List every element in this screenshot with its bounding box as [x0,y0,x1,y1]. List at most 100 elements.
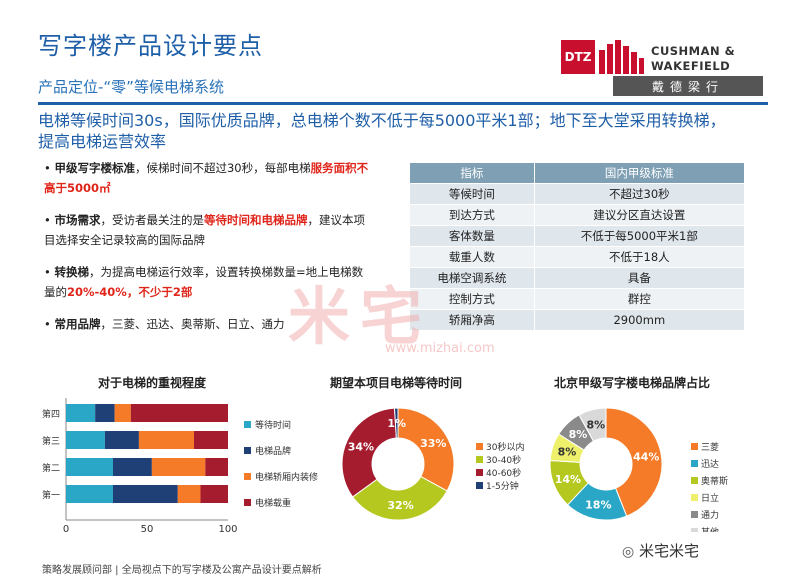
donut-slice [341,407,397,498]
company-logo: DTZ CUSHMAN & WAKEFIELD 戴德梁行 [561,40,763,96]
table-cell: 群控 [533,288,746,310]
footer-brand: ◎ 米宅米宅 [622,540,699,561]
legend-label: 奥蒂斯 [701,475,728,487]
bar-segment [205,458,228,476]
chart-title: 北京甲级写字楼电梯品牌占比 [554,376,711,390]
legend-label: 1-5分钟 [486,480,519,492]
table-cell: 不低于每5000平米1部 [533,225,746,247]
donut-slice [351,475,448,521]
bullet-key: 常用品牌 [54,317,101,331]
legend-label: 电梯轿厢内装修 [255,471,318,483]
cw-logo-line2: WAKEFIELD [651,59,731,73]
table-row: 轿厢净高 2900mm [409,309,746,331]
table-cell: 不超过30秒 [533,183,746,205]
y-tick-label: 第四 [42,408,60,420]
watermark: 米宅 [288,280,433,353]
table-cell: 2900mm [533,309,746,331]
bullet-text: ，候梯时间不超过30秒，每部电梯 [134,161,311,175]
bar-segment [130,404,228,422]
bar-segment [66,431,105,449]
cw-logo-line1: CUSHMAN & [651,44,736,58]
bar-segment [114,404,131,422]
bullet-highlight: 20%-40%，不少于2部 [67,285,193,299]
chart-title: 对于电梯的重视程度 [98,376,207,390]
legend-swatch [691,494,698,501]
bar-segment [112,458,152,476]
slice-value-label: 32% [387,499,413,512]
legend-swatch [476,469,483,476]
table-cell: 等候时间 [409,183,535,205]
table-cell: 建议分区直达设置 [533,204,746,226]
title-divider [38,102,768,105]
slice-value-label: 33% [420,437,446,450]
x-tick-label: 100 [218,524,237,535]
legend-swatch [244,473,251,480]
table-row: 载重人数 不低于18人 [409,246,746,268]
bullet-text: ，三菱、迅达、奥蒂斯、日立、通力 [100,317,285,331]
table-row: 等候时间 不超过30秒 [409,183,746,205]
legend-swatch [476,456,483,463]
spec-table: 指标 国内甲级标准 等候时间 不超过30秒 到达方式 建议分区直达设置 客体数量 不低… [409,162,746,331]
legend-label: 30-40秒 [486,454,521,466]
cn-logo: 戴德梁行 [613,76,763,96]
slice-value-label: 34% [348,441,374,454]
bar-segment [200,485,228,503]
table-row: 客体数量 不低于每5000平米1部 [409,225,746,247]
donut-slice [397,407,455,492]
building-logo-icon [599,40,644,74]
legend-swatch [691,477,698,484]
bullet-highlight: 服务面积不高于5000㎡ [44,161,369,195]
table-row: 到达方式 建议分区直达设置 [409,204,746,226]
legend-swatch [244,421,251,428]
legend-label: 日立 [701,492,719,504]
bullet-item: • 常用品牌，三菱、迅达、奥蒂斯、日立、通力 [44,317,285,331]
bar-segment [177,485,201,503]
bullet-text: ，受访者最关注的是 [100,213,204,227]
legend-swatch [476,443,483,450]
bullet-key: 甲级写字楼标准 [54,161,135,175]
slice-value-label: 8% [586,418,605,431]
table-header-row: 指标 国内甲级标准 [409,162,746,184]
bar-segment [193,431,228,449]
table-header: 国内甲级标准 [533,162,746,184]
headline: 电梯等候时间30s，国际优质品牌，总电梯个数不低于每5000平米1部；地下至大堂… [38,111,726,151]
legend-swatch [476,482,483,489]
bar-segment [151,458,206,476]
legend-label: 等待时间 [255,419,291,431]
bullet-item: • 市场需求，受访者最关注的是等待时间和电梯品牌，建议本项目选择安全记录较高的国… [44,213,365,247]
bar-segment [112,485,178,503]
watermark-url: www.mizhai.com [385,341,495,356]
bar-segment [104,431,139,449]
legend-label: 三菱 [701,441,719,453]
legend-label: 30秒以内 [486,441,524,453]
legend-label: 迅达 [701,458,719,470]
legend-swatch [691,460,698,467]
y-tick-label: 第三 [42,435,60,447]
donut-slice [578,407,607,442]
bar-segment [66,404,96,422]
donut-slice [393,407,399,439]
table-cell: 不低于18人 [533,246,746,268]
table-cell: 具备 [533,267,746,289]
footer-brand-label: 米宅米宅 [639,542,700,560]
table-row: 控制方式 群控 [409,288,746,310]
donut-chart-brands: 44%18%14%8%8%8%三菱迅达奥蒂斯日立通力其他 [549,407,728,532]
legend-label: 通力 [701,509,719,521]
bar-segment [66,458,113,476]
bar-segment [138,431,194,449]
bullet-text: ，为提高电梯运行效率，设置转换梯数量=地上电梯数量的 [44,265,364,299]
table-cell: 轿厢净高 [409,309,535,331]
legend-swatch [244,499,251,506]
legend-swatch [691,528,698,532]
bullet-item: • 转换梯，为提高电梯运行效率，设置转换梯数量=地上电梯数量的20%-40%，不… [44,265,364,299]
bullet-item: • 甲级写字楼标准，候梯时间不超过30秒，每部电梯服务面积不高于5000㎡ [44,161,369,195]
slice-value-label: 8% [569,428,588,441]
bullet-key: 市场需求 [54,213,101,227]
donut-slice [605,407,663,517]
bullet-list: • 甲级写字楼标准，候梯时间不超过30秒，每部电梯服务面积不高于5000㎡ • … [44,158,369,346]
slice-value-label: 18% [585,498,611,511]
slice-value-label: 8% [558,445,577,458]
bullet-key: 转换梯 [54,265,89,279]
y-tick-label: 第二 [42,462,60,474]
page-subtitle: 产品定位-“零”等候电梯系统 [38,78,224,96]
